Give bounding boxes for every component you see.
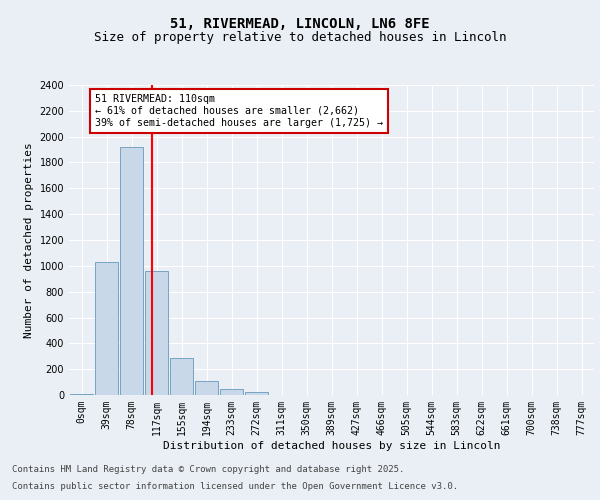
Bar [95, 262, 118, 395]
Bar [145, 271, 168, 395]
Text: Size of property relative to detached houses in Lincoln: Size of property relative to detached ho… [94, 31, 506, 44]
Text: 51 RIVERMEAD: 110sqm
← 61% of detached houses are smaller (2,662)
39% of semi-de: 51 RIVERMEAD: 110sqm ← 61% of detached h… [95, 94, 383, 128]
Y-axis label: Number of detached properties: Number of detached properties [24, 142, 34, 338]
Text: 51, RIVERMEAD, LINCOLN, LN6 8FE: 51, RIVERMEAD, LINCOLN, LN6 8FE [170, 18, 430, 32]
Bar [220, 389, 243, 395]
Bar [70, 394, 93, 395]
Bar [170, 358, 193, 395]
Text: Contains public sector information licensed under the Open Government Licence v3: Contains public sector information licen… [12, 482, 458, 491]
X-axis label: Distribution of detached houses by size in Lincoln: Distribution of detached houses by size … [163, 440, 500, 450]
Text: Contains HM Land Registry data © Crown copyright and database right 2025.: Contains HM Land Registry data © Crown c… [12, 465, 404, 474]
Bar [120, 147, 143, 395]
Bar [195, 381, 218, 395]
Bar [245, 392, 268, 395]
